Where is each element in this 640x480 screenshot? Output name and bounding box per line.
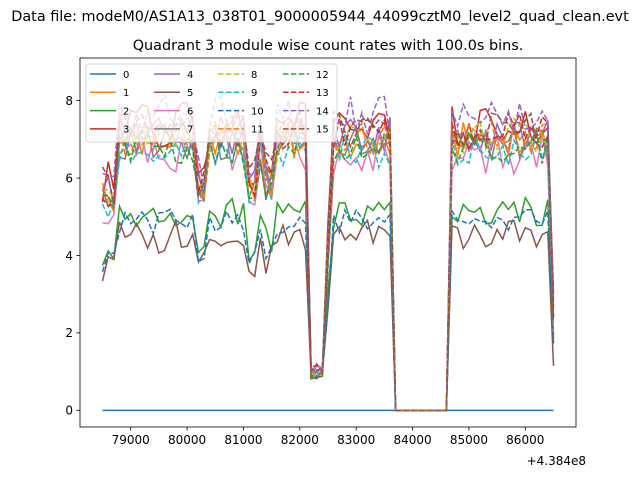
x-tick-label: 79000 [112,433,150,447]
series-line-10 [101,207,555,412]
legend-label-11: 11 [251,125,264,136]
x-tick-label: 85000 [450,433,488,447]
plot-frame [79,57,577,428]
legend-box [85,63,338,143]
x-axis: 79000 80000 81000 82000 83000 84000 85000 86000 [112,427,544,447]
x-tick-label: 84000 [393,433,431,447]
legend-label-1: 1 [123,88,129,99]
legend-label-14: 14 [316,106,329,117]
figure-suptitle: Data file: modeM0/AS1A13_038T01_90000059… [11,9,629,25]
x-axis-offset-label: +4.384e8 [527,454,586,468]
legend-label-10: 10 [251,106,264,117]
series-line-12 [102,128,555,412]
x-tick-label: 81000 [224,433,262,447]
legend-label-4: 4 [187,70,193,81]
legend-label-3: 3 [123,125,129,136]
series-line-14 [101,93,555,412]
legend-label-2: 2 [123,106,129,117]
y-tick-label: 6 [65,171,73,185]
legend-label-8: 8 [251,70,257,81]
legend-label-0: 0 [123,70,129,81]
legend-label-9: 9 [251,88,257,99]
legend-label-13: 13 [316,88,329,99]
x-tick-label: 83000 [337,433,375,447]
chart-title: Quadrant 3 module wise count rates with … [133,38,524,54]
legend-label-5: 5 [187,88,193,99]
y-axis: 0 2 4 6 8 [65,94,80,418]
series-line-2 [101,195,555,412]
y-tick-label: 4 [65,249,73,263]
legend-label-7: 7 [187,125,193,136]
y-tick-label: 0 [65,404,73,418]
x-tick-label: 80000 [168,433,206,447]
legend-label-15: 15 [316,125,329,136]
x-tick-label: 82000 [281,433,319,447]
x-tick-label: 86000 [506,433,544,447]
legend-label-12: 12 [316,70,329,81]
legend-label-6: 6 [187,106,193,117]
y-tick-label: 2 [65,326,73,340]
y-tick-label: 8 [65,94,73,108]
